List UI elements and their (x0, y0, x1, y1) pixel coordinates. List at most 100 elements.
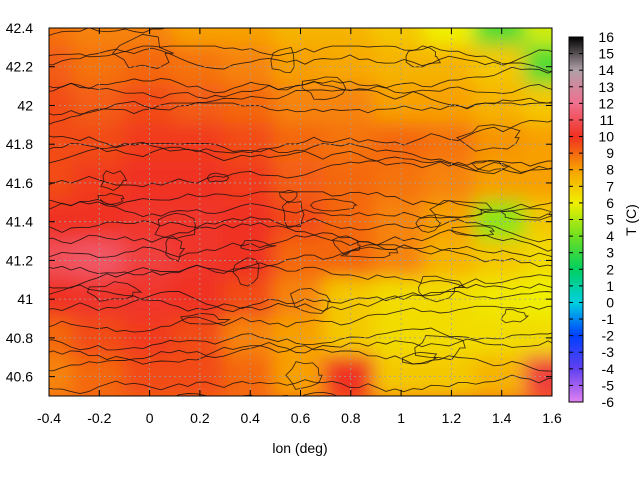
x-tick-label: 1.2 (442, 410, 462, 426)
y-tick-label: 41.8 (6, 136, 33, 152)
colorbar-tick-label: -1 (602, 311, 615, 327)
contour-line (49, 142, 552, 174)
contour-line (49, 66, 552, 99)
contour-loop (165, 235, 186, 262)
contour-loop (429, 199, 494, 218)
colorbar-tick-label: 10 (598, 129, 614, 145)
colorbar-tick-label: 9 (606, 145, 614, 161)
x-tick-label: 1 (397, 410, 405, 426)
y-tick-label: 42.4 (6, 20, 33, 36)
x-axis-label: lon (deg) (272, 440, 327, 456)
colorbar-tick-label: -3 (602, 344, 615, 360)
contour-line (49, 160, 552, 188)
y-tick-label: 40.6 (6, 369, 33, 385)
contour-loop (499, 208, 552, 221)
y-tick-label: 41 (17, 291, 33, 307)
contour-line (49, 265, 552, 290)
x-tick-label: -0.2 (87, 410, 111, 426)
colorbar-tick-label: 4 (606, 228, 614, 244)
x-tick-label: 0 (146, 410, 154, 426)
colorbar-tick-label: 13 (598, 79, 614, 95)
contour-loop (232, 257, 260, 287)
colorbar-tick-label: 0 (606, 294, 614, 310)
contour-line (49, 89, 552, 116)
x-tick-label: -0.4 (37, 410, 61, 426)
y-tick-label: 42.2 (6, 59, 33, 75)
contour-line (49, 234, 552, 258)
colorbar-tick-label: 16 (598, 29, 614, 45)
contour-loop (470, 159, 511, 172)
colorbar-tick-label: -6 (602, 394, 615, 410)
contour-line (49, 244, 552, 276)
contour-loop (414, 335, 466, 361)
colorbar-tick-label: 1 (606, 278, 614, 294)
x-tick-label: 0.8 (341, 410, 361, 426)
contour-line (49, 305, 552, 333)
contour-loop (289, 287, 332, 314)
contour-loop (279, 189, 298, 204)
contour-loop (97, 192, 125, 205)
colorbar-tick-label: 15 (598, 46, 614, 62)
colorbar-tick-label: -2 (602, 328, 615, 344)
contour-line (49, 45, 552, 72)
contour-line (49, 274, 552, 312)
x-tick-label: 0.2 (190, 410, 210, 426)
contour-loop (309, 198, 358, 212)
colorbar-tick-label: -4 (602, 361, 615, 377)
contour-loop (285, 361, 323, 390)
contour-loop (111, 33, 174, 69)
x-tick-label: 1.4 (492, 410, 512, 426)
contour-line (49, 374, 552, 395)
contour-line (49, 78, 552, 94)
contour-line (49, 102, 552, 126)
y-axis-ticks: 40.6 40.8 41 41.2 41.4 41.6 41.8 42 42.2 42.4 (6, 20, 552, 385)
colorbar-label: T (C) (623, 204, 639, 236)
contour-line (49, 142, 552, 173)
colorbar-tick-label: 14 (598, 62, 614, 78)
contour-loop (100, 170, 128, 192)
contour-line (49, 47, 552, 70)
x-tick-label: 0.6 (291, 410, 311, 426)
contour-loop (500, 309, 530, 324)
contour-loop (154, 212, 197, 240)
y-tick-label: 40.8 (6, 330, 33, 346)
contour-loop (418, 275, 466, 303)
y-tick-label: 41.2 (6, 252, 33, 268)
contour-loop (206, 172, 230, 183)
contour-loop (401, 351, 439, 365)
x-axis-ticks: -0.4 -0.2 0 0.2 0.4 0.6 0.8 1 1.2 1.4 1.6 (37, 28, 562, 426)
heatmap-cell (524, 28, 552, 50)
contour-line (49, 199, 552, 219)
colorbar-tick-label: 6 (606, 195, 614, 211)
y-tick-label: 41.6 (6, 175, 33, 191)
colorbar-tick-label: 3 (606, 245, 614, 261)
contour-loop (451, 225, 495, 237)
colorbar-tick-label: 2 (606, 261, 614, 277)
contour-loop (270, 46, 295, 74)
y-tick-label: 42 (17, 97, 33, 113)
colorbar-tick-label: 7 (606, 178, 614, 194)
contour-line (49, 338, 552, 365)
contour-loop (281, 200, 305, 229)
contour-loop (415, 214, 442, 233)
heatmap-cell (524, 355, 552, 396)
contour-loop (180, 312, 231, 325)
colorbar-tick-label: 5 (606, 212, 614, 228)
colorbar-tick-label: 8 (606, 162, 614, 178)
y-tick-label: 41.4 (6, 214, 33, 230)
contour-line (49, 216, 552, 243)
colorbar-tick-label: 11 (599, 112, 614, 128)
contour-loop (455, 124, 521, 152)
contour-loop (86, 281, 143, 302)
colorbar-tick-label: 12 (598, 95, 614, 111)
contour-loop (339, 246, 399, 258)
contour-loop (301, 76, 347, 100)
contour-loop (405, 45, 442, 68)
colorbar-tick-label: -5 (602, 377, 615, 393)
x-tick-label: 0.4 (240, 410, 260, 426)
contour-loop (240, 239, 277, 252)
contour-lines (49, 28, 552, 396)
contour-line (49, 345, 552, 372)
